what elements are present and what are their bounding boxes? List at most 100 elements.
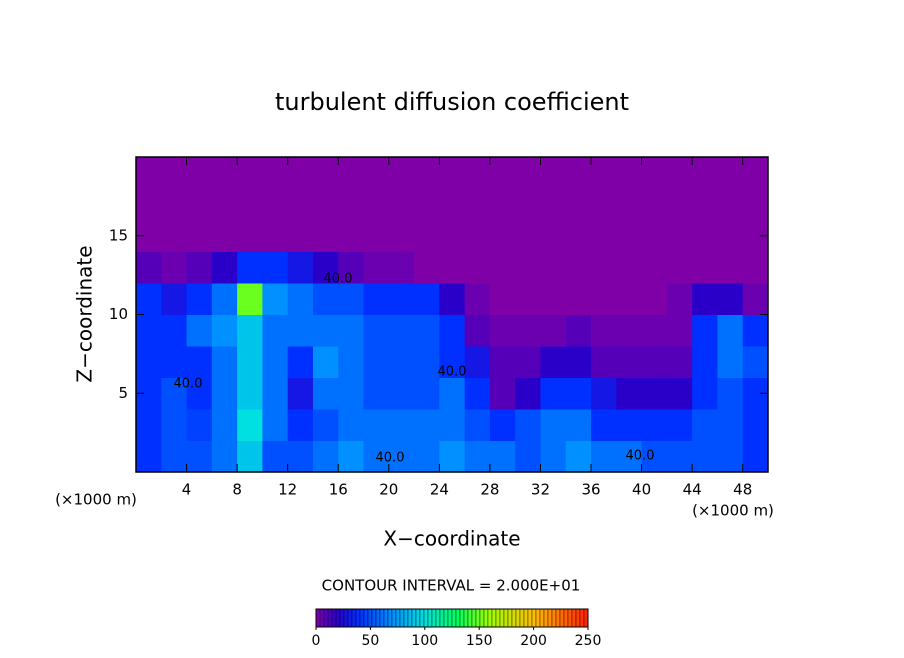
heatmap-cell (439, 314, 466, 347)
heatmap-cell (641, 220, 668, 252)
heatmap-cell (616, 251, 643, 284)
heatmap-cell (262, 440, 289, 473)
colorbar-stripe (475, 608, 481, 628)
x-tick-label: 36 (581, 481, 600, 499)
heatmap-cell (717, 377, 744, 410)
heatmap-cell (388, 251, 415, 284)
heatmap-cell (515, 157, 541, 189)
x-unit: (×1000 m) (692, 502, 774, 520)
heatmap-cell (515, 251, 541, 284)
x-tick-label: 28 (480, 481, 499, 499)
colorbar-stripe (555, 608, 561, 628)
heatmap-cell (161, 157, 188, 189)
heatmap-cell (641, 440, 668, 473)
heatmap-cell (363, 188, 390, 221)
heatmap-cell (591, 409, 617, 441)
colorbar-stripe (355, 608, 361, 628)
heatmap-cell (616, 220, 643, 252)
colorbar-stripe (395, 608, 401, 628)
heatmap-cell (186, 251, 213, 284)
heatmap-cell (439, 188, 466, 221)
colorbar-tick-label: 200 (520, 633, 547, 649)
colorbar-stripe (519, 608, 525, 628)
heatmap-cell (565, 157, 592, 189)
heatmap-cell (161, 251, 188, 284)
heatmap-cell (666, 409, 693, 441)
heatmap-cell (717, 314, 744, 347)
colorbar-stripe (455, 608, 461, 628)
colorbar-stripe (459, 608, 465, 628)
heatmap-cell (186, 283, 213, 315)
heatmap-cell (338, 283, 365, 315)
heatmap-cell (237, 188, 263, 221)
colorbar-stripe (407, 608, 413, 628)
heatmap-cell (439, 157, 466, 189)
heatmap-cell (312, 314, 339, 347)
heatmap-cell (237, 440, 263, 473)
colorbar-stripe (343, 608, 349, 628)
colorbar-stripe (351, 608, 357, 628)
colorbar-stripe (583, 608, 589, 628)
x-tick-label: 40 (632, 481, 651, 499)
colorbar-stripe (487, 608, 493, 628)
heatmap-cell (262, 251, 289, 284)
heatmap-cell (489, 220, 516, 252)
colorbar-stripe (531, 608, 537, 628)
heatmap-cell (287, 251, 314, 284)
heatmap-cell (338, 220, 365, 252)
heatmap-cell (262, 220, 289, 252)
heatmap-cell (616, 314, 643, 347)
heatmap-cell (186, 409, 213, 441)
heatmap-cell (515, 346, 541, 378)
heatmap-cell (464, 251, 491, 284)
heatmap-cell (338, 440, 365, 473)
heatmap-cell (591, 377, 617, 410)
heatmap-cell (464, 346, 491, 378)
heatmap-cell (312, 377, 339, 410)
heatmap-cell (489, 157, 516, 189)
heatmap-cell (338, 188, 365, 221)
heatmap-cell (439, 251, 466, 284)
heatmap-cell (742, 314, 769, 347)
heatmap-cell (414, 251, 440, 284)
x-tick-label: 4 (182, 481, 192, 499)
heatmap-cell (388, 188, 415, 221)
heatmap-cell (439, 409, 466, 441)
heatmap-cell (641, 409, 668, 441)
heatmap-cell (363, 220, 390, 252)
heatmap-cell (186, 314, 213, 347)
heatmap-cell (565, 314, 592, 347)
colorbar-stripe (363, 608, 369, 628)
heatmap-cell (287, 157, 314, 189)
heatmap-cell (287, 377, 314, 410)
contour-interval: CONTOUR INTERVAL = 2.000E+01 (322, 577, 581, 595)
colorbar-stripe (467, 608, 473, 628)
contour-label: 40.0 (376, 451, 405, 466)
heatmap-cell (489, 409, 516, 441)
heatmap-cell (237, 377, 263, 410)
heatmap-cell (540, 283, 567, 315)
heatmap-cell (414, 220, 440, 252)
heatmap-cell (464, 283, 491, 315)
heatmap-cell (414, 188, 440, 221)
heatmap-cell (666, 251, 693, 284)
heatmap-cell (161, 314, 188, 347)
heatmap-cell (489, 346, 516, 378)
heatmap-cell (489, 314, 516, 347)
colorbar-stripe (503, 608, 509, 628)
heatmap-cell (717, 283, 744, 315)
heatmap-cell (742, 440, 769, 473)
heatmap-cell (742, 283, 769, 315)
chart-title: turbulent diffusion coefficient (275, 88, 629, 116)
heatmap-cell (287, 283, 314, 315)
heatmap-cell (338, 314, 365, 347)
colorbar-stripe (339, 608, 345, 628)
heatmap-cell (338, 377, 365, 410)
heatmap-cell (591, 440, 617, 473)
heatmap-cell (136, 314, 162, 347)
heatmap-cell (515, 283, 541, 315)
x-tick-label: 24 (430, 481, 449, 499)
heatmap-cell (186, 157, 213, 189)
heatmap-cell (161, 346, 188, 378)
contour-label: 40.0 (626, 449, 655, 464)
